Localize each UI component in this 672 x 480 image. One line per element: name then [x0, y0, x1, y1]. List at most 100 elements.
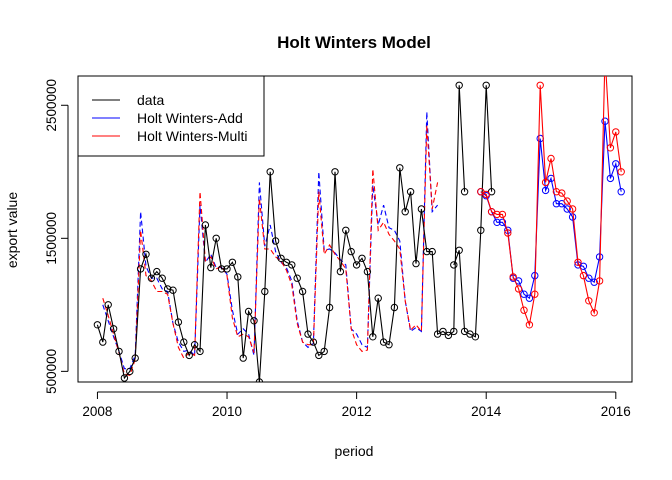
x-tick-label: 2008: [82, 404, 112, 419]
series-point: [304, 330, 312, 338]
y-axis-label: export value: [4, 192, 20, 268]
series-point: [525, 321, 534, 329]
series-point: [450, 261, 458, 269]
series-point: [471, 333, 480, 341]
series-point: [363, 267, 372, 276]
series-point: [228, 258, 237, 266]
series-line-0: [96, 85, 466, 382]
series-point: [180, 338, 188, 346]
x-tick-label: 2010: [212, 404, 242, 419]
series-point: [460, 188, 469, 196]
series-point: [174, 318, 183, 326]
series-point: [169, 286, 177, 294]
series-point: [93, 321, 102, 329]
x-tick-label: 2012: [342, 404, 372, 419]
series-point: [520, 306, 528, 314]
series-point: [482, 190, 490, 199]
series-point: [563, 205, 571, 213]
series-point: [498, 210, 507, 219]
series-point: [147, 274, 156, 282]
series-point: [266, 168, 274, 176]
series-point: [617, 188, 625, 196]
x-tick-label: 2014: [471, 404, 502, 419]
series-point: [185, 351, 193, 360]
series-point: [590, 309, 598, 317]
series-line-4: [102, 111, 439, 370]
series-point: [331, 168, 339, 176]
y-tick-label: 500000: [44, 349, 59, 394]
series-point: [482, 81, 490, 90]
series-point: [163, 285, 172, 293]
series-point: [558, 189, 566, 197]
series-point: [201, 221, 210, 229]
series-point: [369, 333, 377, 341]
series-point: [498, 218, 507, 227]
series-point: [223, 265, 231, 273]
series-point: [390, 303, 399, 312]
chart-title: Holt Winters Model: [277, 33, 431, 52]
series-point: [207, 263, 215, 272]
series-point: [541, 186, 550, 195]
series-point: [595, 277, 604, 285]
series-point: [568, 205, 577, 213]
x-tick-label: 2016: [601, 404, 631, 419]
series-point: [342, 226, 350, 235]
series-point: [602, 53, 608, 59]
series-point: [574, 258, 582, 266]
series-point: [320, 347, 328, 356]
series-point: [374, 294, 382, 302]
series-point: [120, 374, 129, 382]
series-point: [190, 341, 199, 349]
series-point: [234, 273, 242, 281]
series-point: [612, 128, 620, 136]
legend-box: [77, 75, 265, 157]
series-point: [298, 287, 307, 296]
series-point: [109, 325, 118, 333]
series-point: [525, 294, 534, 302]
series-point: [579, 271, 588, 280]
series-point: [212, 234, 220, 243]
series-point: [444, 331, 453, 340]
series-point: [493, 210, 501, 219]
series-point: [136, 265, 145, 273]
series-point: [271, 237, 280, 245]
series-point: [255, 378, 264, 382]
series-point: [396, 164, 404, 172]
series-point: [563, 197, 571, 205]
series-point: [536, 81, 544, 90]
y-tick-label: 1500000: [44, 212, 59, 265]
series-point: [514, 285, 523, 293]
series-point: [352, 261, 361, 269]
series-line-3: [480, 76, 622, 327]
series-point: [239, 354, 247, 362]
series-point: [531, 290, 539, 298]
x-axis-label: period: [335, 443, 374, 459]
series-point: [601, 117, 609, 125]
series-point: [541, 178, 550, 187]
series-point: [455, 246, 463, 255]
series-point: [406, 188, 415, 196]
series-point: [423, 247, 431, 256]
series-point: [552, 188, 561, 196]
series-point: [450, 327, 458, 336]
series-point: [309, 338, 318, 346]
series-point: [417, 205, 426, 213]
series-point: [585, 297, 593, 305]
series-point: [131, 354, 139, 362]
series-point: [217, 265, 226, 273]
series-point: [504, 229, 512, 237]
series-point: [277, 254, 285, 262]
series-point: [244, 307, 253, 316]
series-lines: [93, 53, 625, 382]
series-point: [412, 259, 420, 268]
plot-frame: [77, 75, 633, 383]
series-point: [552, 200, 561, 208]
series-point: [428, 247, 436, 256]
legend-label: Holt Winters-Multi: [137, 128, 247, 144]
series-point: [358, 254, 366, 262]
series-point: [590, 278, 598, 286]
series-point: [99, 338, 107, 346]
series-point: [261, 287, 269, 296]
series-point: [153, 267, 161, 276]
